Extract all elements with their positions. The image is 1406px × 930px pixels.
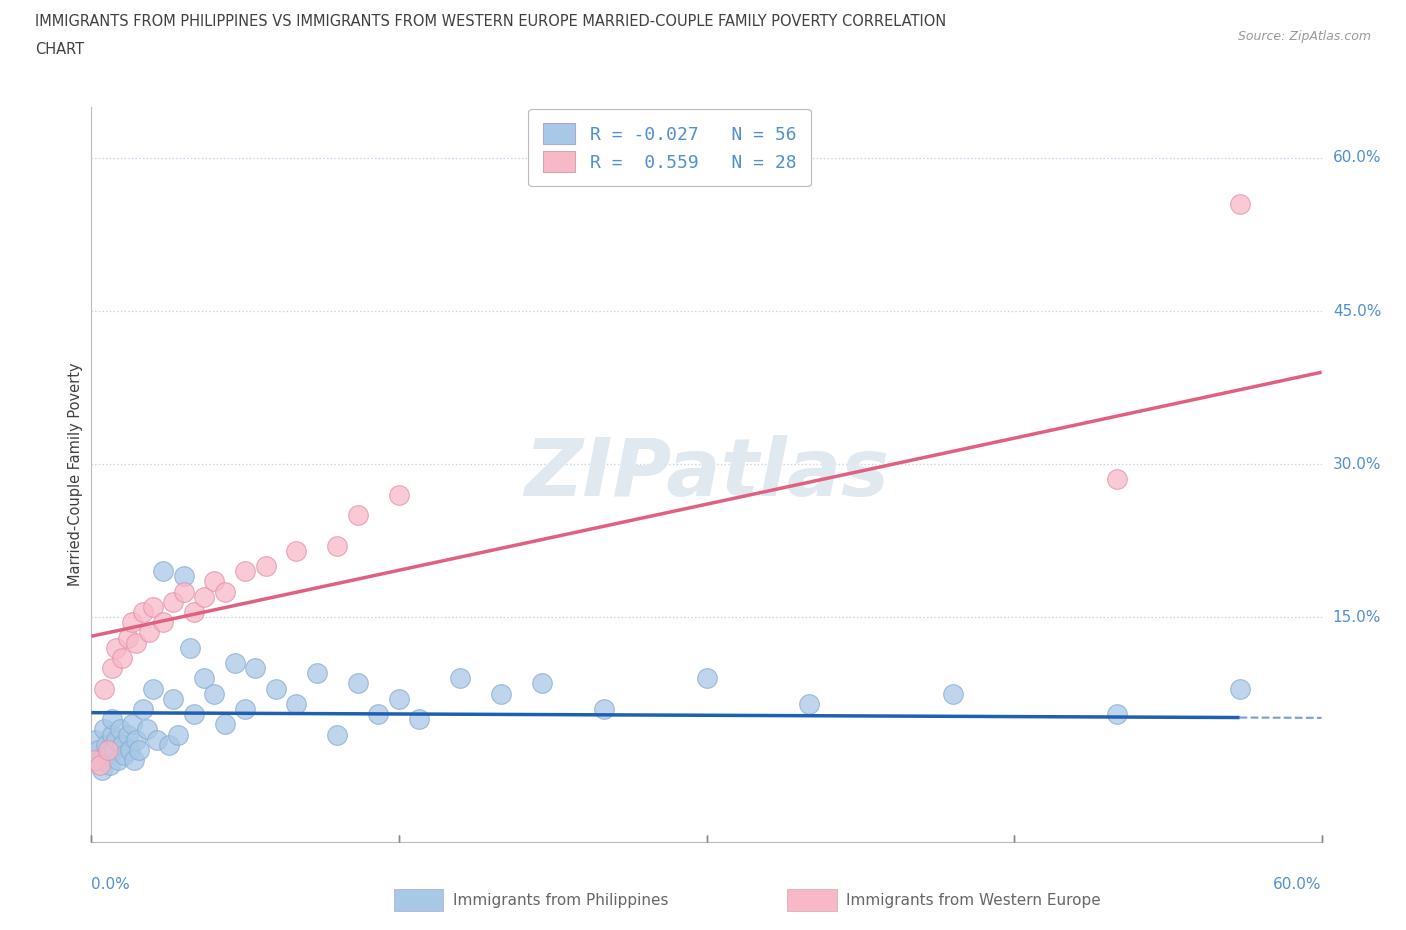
Point [125, 732, 148, 747]
Legend: R = -0.027   N = 56, R =  0.559   N = 28: R = -0.027 N = 56, R = 0.559 N = 28 [529, 109, 811, 186]
Point [408, 711, 430, 726]
Point [152, 615, 174, 630]
Point [98, 758, 121, 773]
Point [93, 681, 115, 696]
Point [367, 707, 389, 722]
Point [152, 564, 174, 578]
Point [97, 748, 120, 763]
Point [347, 676, 370, 691]
Point [111, 651, 134, 666]
Point [214, 584, 236, 599]
Point [305, 666, 328, 681]
Point [264, 681, 287, 696]
Point [1105, 707, 1128, 722]
Point [101, 660, 124, 675]
Point [183, 604, 205, 619]
Point [942, 686, 965, 701]
Point [86, 742, 108, 757]
Point [202, 686, 225, 701]
Point [531, 676, 554, 691]
Text: IMMIGRANTS FROM PHILIPPINES VS IMMIGRANTS FROM WESTERN EUROPE MARRIED-COUPLE FAM: IMMIGRANTS FROM PHILIPPINES VS IMMIGRANT… [35, 14, 946, 29]
Text: Immigrants from Philippines: Immigrants from Philippines [453, 893, 668, 908]
Point [90, 763, 112, 777]
Point [142, 600, 165, 615]
Point [108, 722, 131, 737]
Point [695, 671, 717, 685]
Point [131, 701, 153, 716]
Point [146, 732, 169, 747]
Point [233, 564, 256, 578]
Point [105, 732, 127, 747]
Text: 0.0%: 0.0% [91, 877, 131, 893]
Point [131, 604, 153, 619]
Point [121, 717, 143, 732]
Text: 30.0%: 30.0% [1333, 457, 1381, 472]
Point [103, 742, 125, 757]
Point [101, 711, 124, 726]
Text: Immigrants from Western Europe: Immigrants from Western Europe [846, 893, 1101, 908]
Point [117, 631, 139, 645]
Point [1229, 681, 1251, 696]
Point [162, 691, 184, 706]
Point [173, 569, 195, 584]
Point [138, 625, 160, 640]
Point [193, 590, 215, 604]
Y-axis label: Married-Couple Family Poverty: Married-Couple Family Poverty [67, 363, 83, 586]
Point [97, 742, 120, 757]
Point [117, 727, 139, 742]
Text: 60.0%: 60.0% [1274, 877, 1322, 893]
Point [166, 727, 188, 742]
Point [107, 752, 129, 767]
Point [285, 697, 308, 711]
Point [157, 737, 180, 752]
Point [254, 559, 277, 574]
Point [183, 707, 205, 722]
Point [94, 737, 117, 752]
Point [120, 742, 142, 757]
Text: 15.0%: 15.0% [1333, 610, 1381, 625]
Point [89, 758, 111, 773]
Point [214, 717, 236, 732]
Point [112, 748, 135, 763]
Point [224, 656, 246, 671]
Point [179, 641, 201, 656]
Point [202, 574, 225, 589]
Point [105, 641, 127, 656]
Point [101, 727, 124, 742]
Point [233, 701, 256, 716]
Point [326, 727, 349, 742]
Point [84, 752, 107, 767]
Point [326, 538, 349, 553]
Point [388, 691, 411, 706]
Text: CHART: CHART [35, 42, 84, 57]
Text: ZIPatlas: ZIPatlas [524, 435, 889, 513]
Point [121, 615, 143, 630]
Point [135, 722, 157, 737]
Text: 60.0%: 60.0% [1333, 151, 1381, 166]
Point [93, 722, 115, 737]
Point [491, 686, 513, 701]
Point [173, 584, 195, 599]
Point [84, 732, 107, 747]
Point [125, 635, 148, 650]
Text: Source: ZipAtlas.com: Source: ZipAtlas.com [1237, 30, 1371, 43]
Point [128, 742, 150, 757]
Point [388, 487, 411, 502]
Point [593, 701, 616, 716]
Point [245, 660, 267, 675]
Text: 45.0%: 45.0% [1333, 303, 1381, 319]
Point [449, 671, 471, 685]
Point [193, 671, 215, 685]
Point [111, 737, 134, 752]
Point [142, 681, 165, 696]
Point [1105, 472, 1128, 486]
Point [285, 543, 308, 558]
Point [1229, 196, 1251, 211]
Point [124, 752, 146, 767]
Point [89, 752, 111, 767]
Point [162, 594, 184, 609]
Point [797, 697, 820, 711]
Point [347, 508, 370, 523]
